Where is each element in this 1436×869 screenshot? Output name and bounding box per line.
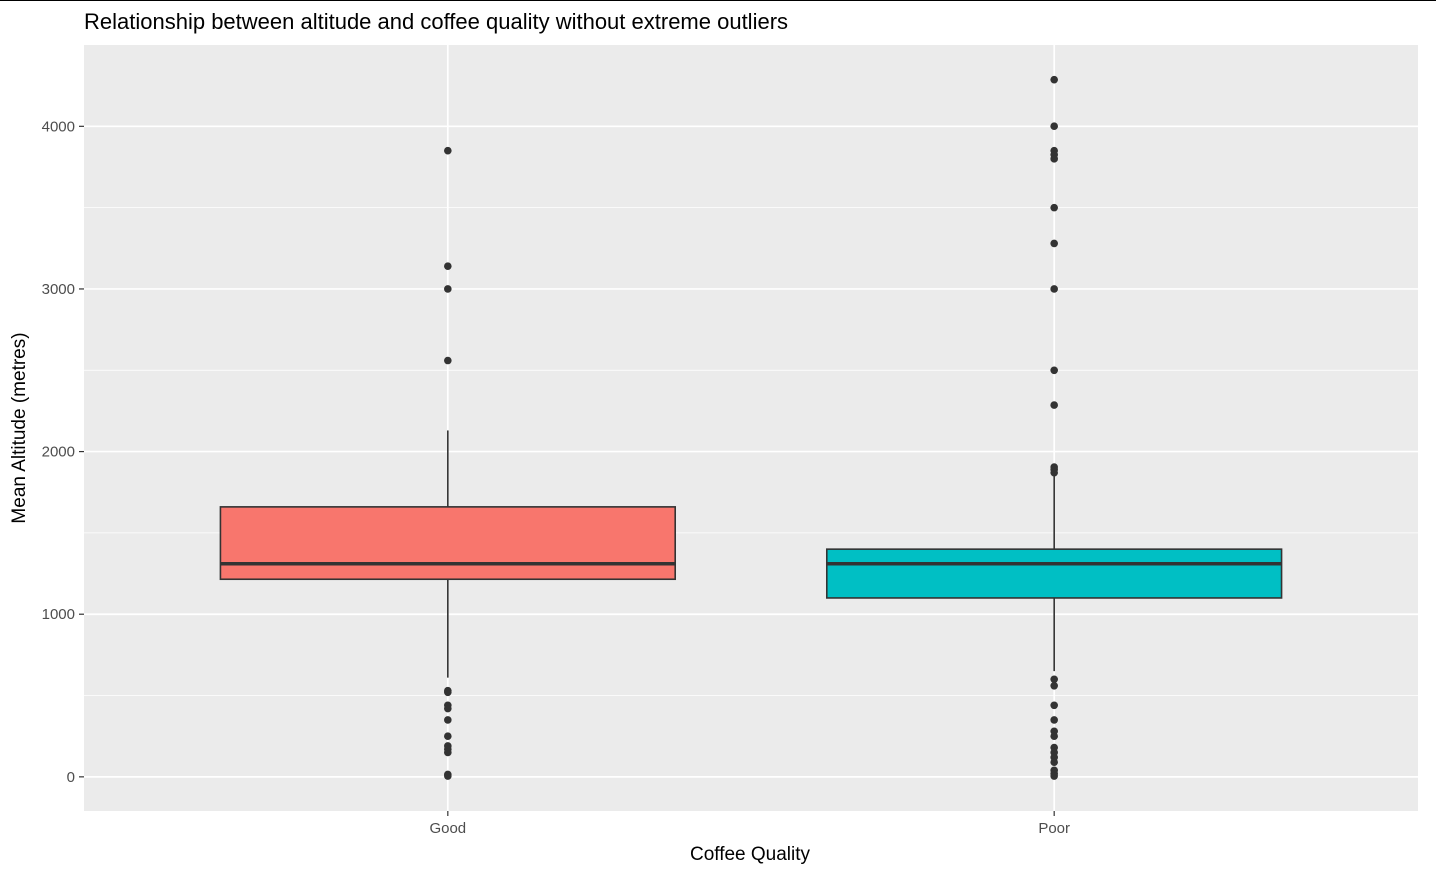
outlier-point-good [444, 716, 452, 724]
outlier-point-poor [1050, 675, 1058, 684]
box-layer [219, 75, 1283, 780]
outlier-point-poor [1050, 772, 1058, 780]
outlier-point-poor [1050, 468, 1058, 477]
outlier-point-good [444, 146, 452, 155]
axis-layer: 0 1000 2000 3000 4000 Good Poor [42, 118, 1070, 837]
x-tick-label: Poor [1038, 820, 1070, 837]
box-good [219, 506, 677, 581]
y-tick-label: 3000 [42, 281, 75, 298]
x-axis-title: Coffee Quality [690, 844, 811, 865]
outlier-point-good [444, 748, 452, 757]
outlier-point-poor [1050, 122, 1058, 130]
y-tick-label: 0 [67, 769, 75, 786]
top-border-line [0, 0, 1436, 1]
outlier-point-poor [1050, 366, 1058, 375]
outlier-point-poor [1050, 285, 1058, 293]
outlier-point-good [444, 262, 452, 270]
box-poor [825, 548, 1283, 599]
y-axis-title: Mean Altitude (metres) [9, 332, 30, 523]
outlier-point-poor [1050, 401, 1058, 409]
outlier-point-good [444, 732, 452, 740]
outlier-point-good [444, 356, 452, 365]
outlier-point-poor [1050, 75, 1058, 84]
outlier-point-good [444, 285, 452, 293]
plot-panel [84, 45, 1418, 811]
y-tick-label: 1000 [42, 606, 75, 623]
outlier-point-poor [1050, 681, 1058, 690]
y-tick-label: 2000 [42, 444, 75, 461]
y-tick-label: 4000 [42, 118, 75, 135]
outlier-point-poor [1050, 701, 1058, 710]
outlier-point-poor [1050, 732, 1058, 740]
outlier-point-poor [1050, 203, 1058, 212]
chart-title: Relationship between altitude and coffee… [84, 9, 788, 34]
outlier-point-good [444, 704, 452, 713]
outlier-point-poor [1050, 758, 1058, 767]
outlier-point-poor [1050, 239, 1058, 248]
outlier-point-good [444, 772, 452, 780]
outlier-point-poor [1050, 716, 1058, 724]
x-tick-label: Good [429, 820, 466, 837]
outlier-point-poor [1050, 155, 1058, 163]
outlier-point-good [444, 688, 452, 697]
